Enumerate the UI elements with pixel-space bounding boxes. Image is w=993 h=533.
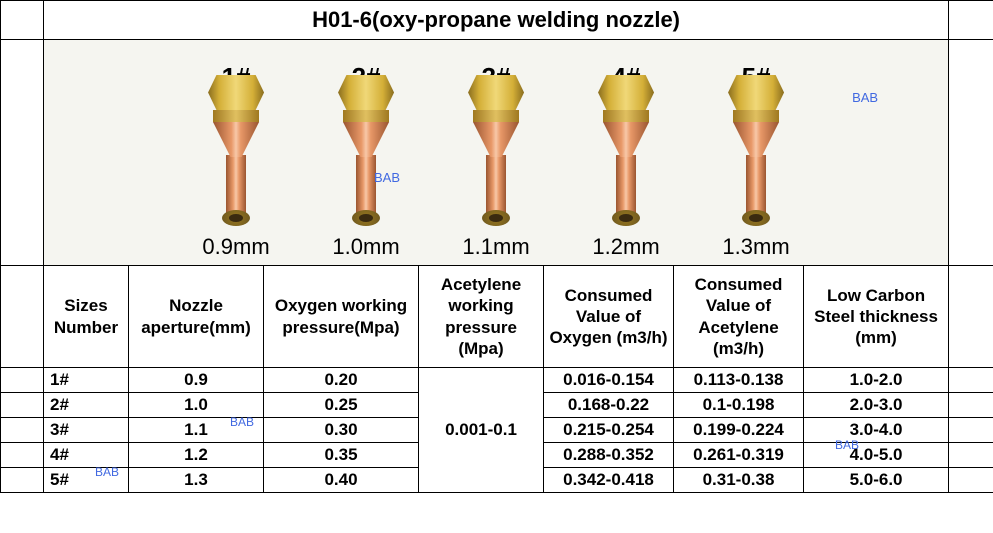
nozzle-icon <box>336 75 396 230</box>
cell-thickness: 5.0-6.0 <box>804 468 949 493</box>
cell-aperture: 0.9 <box>129 368 264 393</box>
stub-cell <box>1 40 44 266</box>
nozzle-size: 1.2mm <box>592 234 659 260</box>
stub-cell <box>949 266 993 368</box>
stub-cell <box>1 418 44 443</box>
cell-consumed-oxygen: 0.288-0.352 <box>544 443 674 468</box>
nozzle-item: 2# 1.0mm <box>311 50 421 260</box>
table-row: 1# 0.9 0.20 0.001-0.1 0.016-0.154 0.113-… <box>1 368 993 393</box>
header-acetylene-pressure: Acetylene working pressure (Mpa) <box>419 266 544 368</box>
cell-consumed-acetylene: 0.261-0.319 <box>674 443 804 468</box>
cell-consumed-oxygen: 0.168-0.22 <box>544 393 674 418</box>
header-oxygen-pressure: Oxygen working pressure(Mpa) <box>264 266 419 368</box>
stub-cell <box>1 443 44 468</box>
nozzle-icon <box>596 75 656 230</box>
header-consumed-oxygen: Consumed Value of Oxygen (m3/h) <box>544 266 674 368</box>
cell-aperture: 1.0 <box>129 393 264 418</box>
stub-cell <box>1 393 44 418</box>
stub-cell <box>1 266 44 368</box>
stub-cell <box>949 1 993 40</box>
cell-thickness: 2.0-3.0 <box>804 393 949 418</box>
cell-aperture: 1.1 <box>129 418 264 443</box>
cell-consumed-acetylene: 0.1-0.198 <box>674 393 804 418</box>
cell-consumed-oxygen: 0.342-0.418 <box>544 468 674 493</box>
cell-oxygen: 0.40 <box>264 468 419 493</box>
cell-size: 3# <box>44 418 129 443</box>
header-thickness: Low Carbon Steel thickness (mm) <box>804 266 949 368</box>
nozzle-size: 1.1mm <box>462 234 529 260</box>
nozzle-item: 4# 1.2mm <box>571 50 681 260</box>
header-aperture: Nozzle aperture(mm) <box>129 266 264 368</box>
nozzle-icon <box>466 75 526 230</box>
cell-consumed-oxygen: 0.215-0.254 <box>544 418 674 443</box>
spec-table: H01-6(oxy-propane welding nozzle) 1# 0.9… <box>0 0 993 493</box>
nozzle-size: 1.3mm <box>722 234 789 260</box>
stub-cell <box>949 468 993 493</box>
cell-consumed-oxygen: 0.016-0.154 <box>544 368 674 393</box>
watermark-text: BAB <box>852 90 878 105</box>
cell-consumed-acetylene: 0.31-0.38 <box>674 468 804 493</box>
cell-thickness: 4.0-5.0 <box>804 443 949 468</box>
stub-cell <box>949 393 993 418</box>
header-consumed-acetylene: Consumed Value of Acetylene (m3/h) <box>674 266 804 368</box>
cell-size: 5# <box>44 468 129 493</box>
stub-cell <box>949 40 993 266</box>
nozzle-icon <box>206 75 266 230</box>
nozzle-size: 0.9mm <box>202 234 269 260</box>
nozzle-item: 3# 1.1mm <box>441 50 551 260</box>
cell-consumed-acetylene: 0.199-0.224 <box>674 418 804 443</box>
nozzle-icon <box>726 75 786 230</box>
cell-oxygen: 0.30 <box>264 418 419 443</box>
nozzle-item: 1# 0.9mm <box>181 50 291 260</box>
cell-aperture: 1.2 <box>129 443 264 468</box>
stub-cell <box>949 443 993 468</box>
nozzle-item: 5# 1.3mm <box>701 50 811 260</box>
stub-cell <box>949 368 993 393</box>
cell-size: 4# <box>44 443 129 468</box>
table-title: H01-6(oxy-propane welding nozzle) <box>44 1 949 40</box>
nozzle-size: 1.0mm <box>332 234 399 260</box>
cell-oxygen: 0.20 <box>264 368 419 393</box>
stub-cell <box>1 1 44 40</box>
stub-cell <box>949 418 993 443</box>
cell-oxygen: 0.25 <box>264 393 419 418</box>
cell-size: 1# <box>44 368 129 393</box>
cell-consumed-acetylene: 0.113-0.138 <box>674 368 804 393</box>
stub-cell <box>1 468 44 493</box>
cell-oxygen: 0.35 <box>264 443 419 468</box>
cell-size: 2# <box>44 393 129 418</box>
stub-cell <box>1 368 44 393</box>
cell-thickness: 1.0-2.0 <box>804 368 949 393</box>
cell-acetylene-pressure: 0.001-0.1 <box>419 368 544 493</box>
cell-aperture: 1.3 <box>129 468 264 493</box>
nozzle-strip: 1# 0.9mm 2# 1.0mm 3# 1.1mm 4# 1. <box>44 40 948 265</box>
header-sizes: Sizes Number <box>44 266 129 368</box>
cell-thickness: 3.0-4.0 <box>804 418 949 443</box>
nozzle-image-row: 1# 0.9mm 2# 1.0mm 3# 1.1mm 4# 1. <box>44 40 949 266</box>
